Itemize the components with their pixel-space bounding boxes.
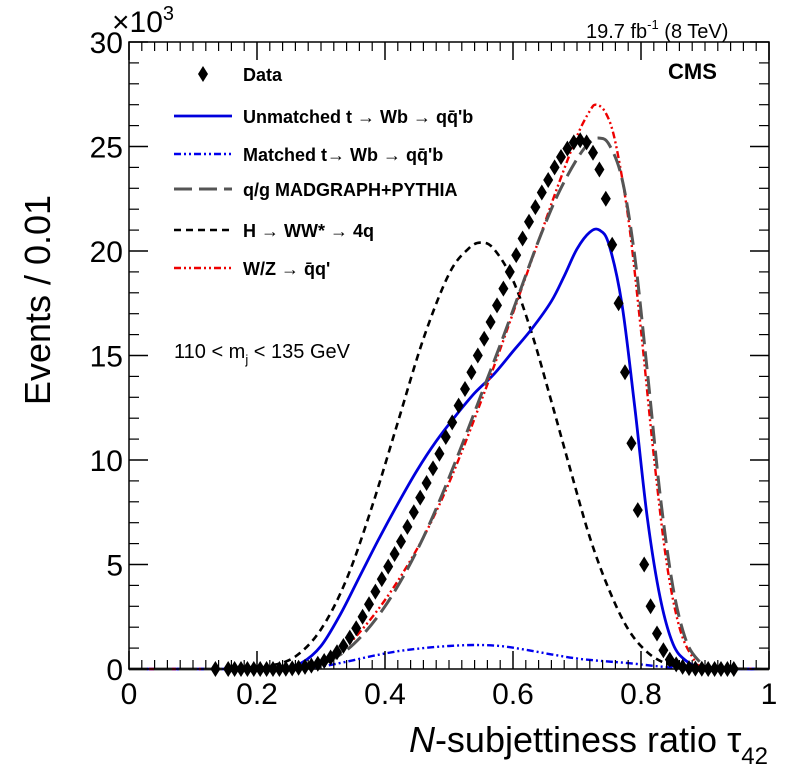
curve-matched	[129, 643, 769, 671]
data-point	[402, 518, 413, 535]
y-tick-label: 30	[90, 27, 123, 60]
data-point	[472, 347, 483, 364]
data-point	[453, 397, 464, 414]
data-point	[344, 629, 355, 646]
x-tick-label: 0.4	[364, 678, 406, 711]
y-tick-label: 0	[106, 654, 123, 687]
x-axis-title-sub: 42	[741, 743, 768, 770]
data-point	[428, 460, 438, 477]
data-point	[332, 644, 342, 661]
data-point	[376, 571, 387, 588]
x-tick-label: 0.6	[492, 678, 534, 711]
data-point	[607, 236, 618, 253]
lumi-sup: -1	[647, 17, 659, 32]
legend: Data Unmatched t → Wb → qq̄'b Matched t→ W…	[174, 65, 473, 279]
data-point	[408, 504, 419, 521]
data-point	[338, 638, 349, 655]
data-point	[575, 132, 586, 149]
lumi-label: 19.7 fb-1 (8 TeV)	[586, 17, 728, 43]
data-point	[498, 280, 509, 297]
legend-label-higgs: H → WW* → 4q	[243, 221, 374, 241]
data-point	[645, 598, 656, 615]
x-tick-label: 0	[121, 678, 138, 711]
data-point	[293, 659, 304, 676]
curves-layer	[129, 103, 770, 671]
cut-label: 110 < mj < 135 GeV	[174, 341, 351, 367]
data-point	[479, 330, 490, 347]
data-markers-layer	[210, 132, 739, 677]
data-point	[626, 435, 637, 452]
lumi-energy: (8 TeV)	[659, 21, 729, 43]
experiment-label: CMS	[668, 59, 717, 84]
curve-higgs	[129, 241, 769, 671]
data-point	[434, 445, 445, 462]
data-point	[639, 556, 650, 573]
y-tick-label: 15	[90, 341, 123, 374]
curve-qcd	[129, 136, 770, 671]
x-tick-label: 0.8	[620, 678, 662, 711]
data-point	[415, 489, 426, 506]
data-point	[530, 199, 541, 216]
data-point	[370, 583, 381, 600]
legend-label-wz: W/Z → q̄q'	[243, 259, 330, 279]
data-point	[351, 620, 362, 637]
y-tick-label: 10	[90, 445, 123, 478]
data-point	[524, 213, 534, 230]
data-point	[383, 558, 394, 575]
data-point	[396, 533, 406, 550]
data-point	[588, 144, 598, 161]
y-axis-title: Events / 0.01	[17, 195, 58, 405]
legend-label-matched: Matched t→ Wb → qq̄'b	[243, 145, 443, 165]
x-axis-title-italic: N	[409, 719, 436, 760]
legend-label-data: Data	[243, 65, 283, 85]
data-point	[594, 161, 605, 178]
legend-label-unmatched: Unmatched t → Wb → qq̄'b	[243, 107, 473, 127]
data-point	[364, 596, 374, 613]
cut-rest: < 135 GeV	[248, 341, 350, 363]
y-tick-label: 25	[90, 132, 123, 165]
data-point	[517, 230, 528, 247]
data-point	[658, 642, 669, 659]
curve-unmatched	[129, 227, 770, 671]
data-point	[600, 190, 611, 207]
data-point	[447, 414, 458, 431]
y-tick-label: 5	[106, 550, 123, 583]
data-point	[460, 380, 470, 397]
data-point	[300, 658, 310, 675]
x-tick-label: 0.2	[236, 678, 278, 711]
y-tick-label: 20	[90, 236, 123, 269]
data-point	[466, 364, 477, 381]
data-point	[652, 625, 662, 642]
data-point	[549, 159, 560, 176]
data-point	[357, 608, 368, 625]
data-point	[389, 546, 400, 563]
data-point	[536, 184, 547, 201]
data-point	[562, 140, 573, 157]
data-point	[485, 314, 496, 331]
data-point	[677, 658, 688, 675]
data-point	[620, 364, 630, 381]
data-point	[543, 171, 554, 188]
data-point	[504, 263, 515, 280]
x-tick-label: 1	[761, 678, 778, 711]
legend-label-qcd: q/g MADGRAPH+PYTHIA	[243, 180, 458, 200]
data-point	[556, 148, 566, 165]
data-point	[440, 429, 451, 446]
data-point	[581, 134, 592, 151]
data-point	[632, 502, 643, 519]
y-multiplier-exp: 3	[163, 3, 174, 25]
y-multiplier: ×103	[112, 3, 174, 39]
x-axis-title: N-subjettiness ratio τ42	[409, 719, 768, 770]
data-point	[613, 295, 624, 312]
cut-sub: j	[244, 352, 248, 367]
data-point	[684, 660, 694, 677]
data-point	[492, 297, 502, 314]
data-point	[511, 247, 522, 264]
data-point	[568, 134, 579, 151]
legend-marker-data	[198, 66, 208, 82]
data-point	[421, 474, 432, 491]
